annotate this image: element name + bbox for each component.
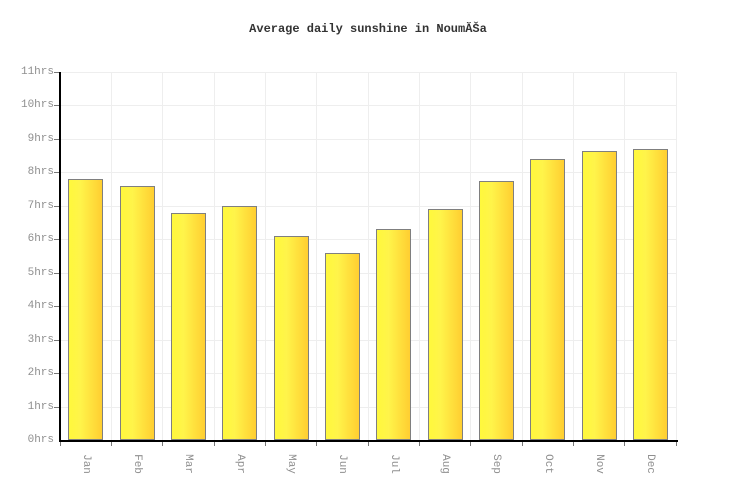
bar-apr: [222, 206, 258, 440]
y-tick-label: 0hrs: [27, 434, 54, 446]
x-tick: [675, 442, 677, 446]
x-tick-label-feb: Feb: [130, 454, 143, 474]
x-tick-label-nov: Nov: [592, 454, 605, 474]
x-label-box: Aug: [419, 440, 470, 486]
x-tick: [162, 442, 164, 446]
y-tick-label: 5hrs: [27, 266, 54, 279]
bar-dec: [632, 149, 668, 440]
x-tick: [110, 442, 112, 446]
bar-feb: [119, 186, 155, 440]
v-gridline: [624, 72, 626, 440]
y-tick: [54, 239, 59, 241]
x-label-box: Jan: [60, 440, 111, 486]
v-gridline: [470, 72, 472, 440]
y-tick-label: 4hrs: [27, 300, 54, 313]
v-gridline: [418, 72, 420, 440]
x-tick: [59, 442, 61, 446]
x-tick-label-jan: Jan: [79, 454, 92, 474]
x-tick: [470, 442, 472, 446]
x-label-box: Sep: [471, 440, 522, 486]
x-tick: [572, 442, 574, 446]
x-tick-label-apr: Apr: [233, 454, 246, 474]
x-label-box: Mar: [163, 440, 214, 486]
v-gridline: [521, 72, 523, 440]
bar-jun: [324, 253, 360, 440]
bar-oct: [530, 159, 566, 440]
v-gridline: [675, 72, 677, 440]
y-tick: [54, 373, 59, 375]
x-axis-line: [59, 440, 678, 442]
y-tick-label: 9hrs: [27, 132, 54, 145]
v-gridline: [572, 72, 574, 440]
x-tick-label-sep: Sep: [490, 454, 503, 474]
x-tick: [264, 442, 266, 446]
v-gridline: [213, 72, 215, 440]
y-tick-label: 11hrs: [20, 66, 54, 78]
y-tick: [54, 339, 59, 341]
x-label-box: May: [265, 440, 316, 486]
x-tick-label-mar: Mar: [182, 454, 195, 474]
x-tick: [418, 442, 420, 446]
y-tick: [54, 72, 59, 73]
x-tick-label-jul: Jul: [387, 454, 400, 474]
x-tick: [624, 442, 626, 446]
x-tick: [316, 442, 318, 446]
v-gridline: [316, 72, 318, 440]
y-tick: [54, 172, 59, 174]
x-label-box: Dec: [625, 440, 676, 486]
bar-jan: [68, 179, 104, 440]
bar-mar: [170, 213, 206, 440]
y-tick: [54, 272, 59, 274]
y-tick: [54, 105, 59, 107]
x-tick: [521, 442, 523, 446]
v-gridline: [110, 72, 112, 440]
x-label-box: Oct: [522, 440, 573, 486]
y-tick: [54, 138, 59, 140]
y-tick-label: 2hrs: [27, 367, 54, 380]
x-tick: [213, 442, 215, 446]
x-tick-label-aug: Aug: [438, 454, 451, 474]
y-tick: [54, 306, 59, 308]
bar-nov: [581, 151, 617, 440]
x-label-box: Nov: [573, 440, 624, 486]
y-tick-label: 8hrs: [27, 166, 54, 179]
x-tick-label-jun: Jun: [336, 454, 349, 474]
v-gridline: [162, 72, 164, 440]
x-label-box: Apr: [214, 440, 265, 486]
v-gridline: [264, 72, 266, 440]
x-tick-label-may: May: [284, 454, 297, 474]
v-gridline: [367, 72, 369, 440]
bar-sep: [478, 181, 514, 440]
y-tick-label: 6hrs: [27, 233, 54, 246]
plot-area: Jan Feb Mar Apr May Jun Jul Aug Sep Oct Nov Dec: [54, 72, 678, 474]
bar-jul: [376, 229, 412, 440]
y-tick-label: 1hrs: [27, 400, 54, 413]
x-tick: [367, 442, 369, 446]
x-tick-label-dec: Dec: [644, 454, 657, 474]
x-label-box: Jul: [368, 440, 419, 486]
x-label-box: Jun: [317, 440, 368, 486]
chart-title: Average daily sunshine in NoumĂŠa: [249, 22, 487, 36]
y-tick: [54, 406, 59, 408]
y-tick-label: 7hrs: [27, 199, 54, 212]
y-axis-line: [59, 72, 61, 440]
x-label-box: Feb: [111, 440, 162, 486]
x-tick-label-oct: Oct: [541, 454, 554, 474]
y-tick: [54, 205, 59, 207]
bar-aug: [427, 209, 463, 440]
y-tick-label: 3hrs: [27, 333, 54, 346]
y-tick-label: 10hrs: [20, 99, 54, 112]
bar-may: [273, 236, 309, 440]
